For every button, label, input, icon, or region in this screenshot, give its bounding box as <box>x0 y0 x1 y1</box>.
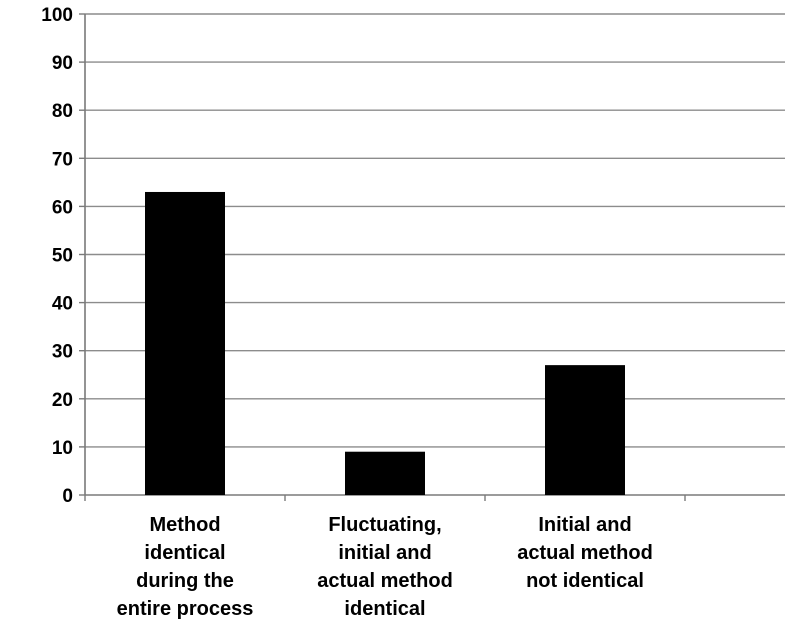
bar <box>545 365 625 495</box>
bar <box>345 451 425 495</box>
y-tick-label: 90 <box>52 53 73 74</box>
x-category-label-line: during the <box>136 570 234 592</box>
bars <box>145 191 625 495</box>
x-category-label-line: actual method <box>517 542 653 564</box>
y-tick-label: 10 <box>52 438 73 459</box>
y-tick-label: 0 <box>62 486 73 507</box>
x-category-label-line: initial and <box>338 542 431 564</box>
y-tick-label: 70 <box>52 149 73 170</box>
y-tick-label: 50 <box>52 246 73 267</box>
x-category-label-line: identical <box>144 542 225 564</box>
y-tick-label: 80 <box>52 101 73 122</box>
y-tick-label: 60 <box>52 197 73 218</box>
y-tick-label: 20 <box>52 390 73 411</box>
y-tick-label: 30 <box>52 342 73 363</box>
y-tick-label: 40 <box>52 294 73 315</box>
x-category-label-line: Method <box>149 514 220 536</box>
y-tick-label: 100 <box>41 5 73 26</box>
y-tick-labels: 0 10 20 30 40 50 60 70 80 90 100 <box>41 5 73 507</box>
x-category-label-line: entire process <box>117 598 254 620</box>
x-category-label-line: Fluctuating, <box>328 514 441 536</box>
bar <box>145 191 225 495</box>
x-category-label-line: actual method <box>317 570 453 592</box>
x-category-labels: Method identical during the entire process F… <box>117 514 653 620</box>
x-category-label-line: Initial and <box>538 514 631 536</box>
x-category-label-line: not identical <box>526 570 644 592</box>
x-category-label-line: identical <box>344 598 425 620</box>
